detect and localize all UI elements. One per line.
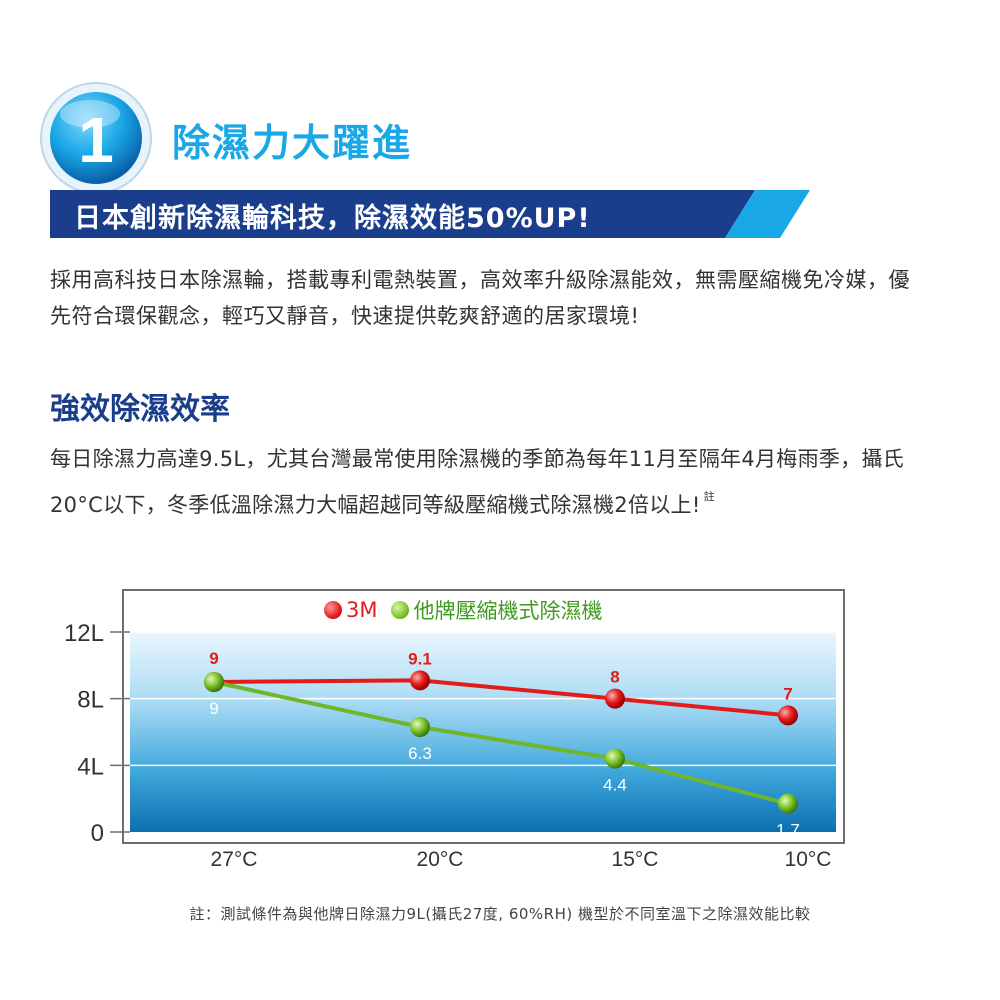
data-label-green: 9 bbox=[209, 699, 218, 718]
x-tick-label: 15°C bbox=[612, 848, 659, 871]
legend-3m-label: 3M bbox=[346, 598, 378, 622]
x-tick-label: 27°C bbox=[211, 848, 258, 871]
y-tick-label: 0 bbox=[91, 820, 104, 847]
legend-red-marker bbox=[324, 601, 342, 619]
data-point-red bbox=[605, 688, 625, 709]
data-label-red: 7 bbox=[783, 684, 792, 703]
data-label-red: 9 bbox=[209, 649, 218, 668]
legend-other-label: 他牌壓縮機式除濕機 bbox=[413, 599, 603, 623]
plot-area bbox=[130, 632, 836, 832]
legend-green-marker bbox=[391, 601, 410, 619]
y-tick-label: 4L bbox=[77, 753, 104, 780]
data-point-green bbox=[778, 793, 798, 814]
data-label-green: 1.7 bbox=[776, 821, 800, 840]
note-mark: 註 bbox=[703, 490, 715, 503]
section-body-text: 每日除濕力高達9.5L，尤其台灣最常使用除濕機的季節為每年11月至隔年4月梅雨季… bbox=[50, 447, 905, 517]
intro-paragraph: 採用高科技日本除濕輪，搭載專利電熱裝置，高效率升級除濕能效，無需壓縮機免冷媒，優… bbox=[50, 268, 910, 328]
data-point-red bbox=[778, 705, 798, 726]
data-label-red: 9.1 bbox=[408, 649, 432, 668]
x-tick-label: 10°C bbox=[785, 848, 832, 871]
badge-number: 1 bbox=[78, 104, 114, 176]
footnote: 註：測試條件為與他牌日除濕力9L(攝氏27度, 60%RH) 機型於不同室溫下之… bbox=[189, 905, 811, 923]
section-title: 強效除濕效率 bbox=[50, 392, 230, 427]
data-point-red bbox=[410, 670, 430, 691]
chart-legend: 3M 他牌壓縮機式除濕機 bbox=[324, 596, 602, 624]
x-tick-label: 20°C bbox=[417, 848, 464, 871]
number-badge: 1 bbox=[38, 80, 154, 196]
series-line-green bbox=[213, 680, 789, 806]
section-body: 每日除濕力高達9.5L，尤其台灣最常使用除濕機的季節為每年11月至隔年4月梅雨季… bbox=[50, 440, 930, 524]
banner-text: 日本創新除濕輪科技，除濕效能50%UP! bbox=[74, 203, 591, 234]
data-label-green: 4.4 bbox=[603, 776, 627, 795]
data-point-green bbox=[605, 748, 625, 769]
y-tick-label: 8L bbox=[77, 687, 104, 714]
data-label-red: 8 bbox=[610, 668, 619, 687]
data-label-green: 6.3 bbox=[408, 744, 432, 763]
y-tick-label: 12L bbox=[64, 620, 104, 647]
headline-banner: 日本創新除濕輪科技，除濕效能50%UP! bbox=[50, 190, 810, 238]
data-point-green bbox=[204, 672, 224, 692]
main-title: 除濕力大躍進 bbox=[172, 121, 413, 165]
data-point-green bbox=[410, 717, 430, 737]
series-line-red bbox=[213, 678, 789, 718]
